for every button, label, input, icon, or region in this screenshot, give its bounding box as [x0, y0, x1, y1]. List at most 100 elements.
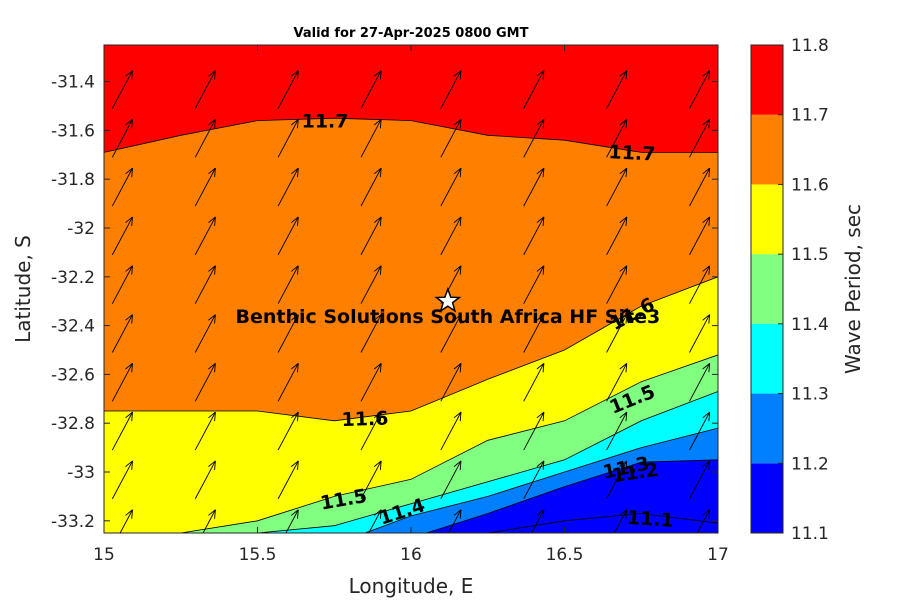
y-tick-label: -33.2	[51, 512, 95, 532]
vector-arrow	[440, 216, 462, 256]
contour-line-11.7	[104, 117, 718, 153]
vector-arrow	[111, 167, 133, 207]
vector-arrow	[689, 265, 711, 304]
vector-arrow	[277, 167, 299, 207]
vector-arrow	[606, 70, 628, 109]
vector-arrow	[696, 509, 711, 533]
x-tick-label: 17	[707, 545, 729, 565]
colorbar-swatch	[751, 184, 783, 255]
vector-arrow	[523, 411, 545, 451]
vector-arrow	[689, 362, 711, 402]
colorbar-tick-label: 11.2	[791, 454, 829, 474]
vector-arrow	[277, 314, 299, 353]
vector-arrow	[360, 411, 382, 451]
x-tick-label: 15.5	[239, 545, 277, 565]
vector-arrow	[194, 216, 216, 256]
vector-arrow	[360, 460, 382, 500]
vector-arrow	[689, 216, 711, 256]
vector-arrow	[689, 167, 711, 207]
colorbar-swatch	[751, 463, 783, 533]
colorbar-swatch	[751, 45, 783, 115]
vector-arrow	[523, 118, 545, 158]
vector-arrow	[523, 216, 545, 256]
vector-arrow	[202, 509, 216, 533]
vector-arrow	[194, 118, 216, 158]
y-axis-ticks: -31.4 -31.6 -31.8 -32 -32.2 -32.4 -32.6 -32.8 -3…	[51, 73, 718, 532]
vector-arrow	[606, 314, 628, 353]
vector-arrow	[194, 70, 216, 109]
vector-arrow	[360, 216, 382, 256]
vector-arrow	[360, 118, 382, 158]
colorbar-tick-label: 11.6	[791, 175, 829, 195]
colorbar-label: Wave Period, sec	[841, 204, 865, 374]
chart-title: Valid for 27-Apr-2025 0800 GMT	[294, 26, 529, 41]
x-tick-label: 15	[93, 545, 115, 565]
vector-arrow	[360, 314, 382, 353]
contour-label: 11.7	[608, 141, 656, 165]
vector-arrow	[606, 411, 628, 451]
vector-arrow	[523, 362, 545, 402]
vector-arrow	[360, 167, 382, 207]
vector-arrow	[689, 314, 711, 353]
y-tick-label: -32.8	[51, 414, 95, 434]
y-tick-label: -31.8	[51, 170, 95, 190]
contour-label: 11.7	[302, 111, 349, 133]
vector-arrow	[440, 362, 462, 402]
vector-arrow	[440, 314, 462, 353]
colorbar-tick-label: 11.8	[791, 36, 829, 56]
colorbar-swatch	[751, 254, 783, 324]
vector-arrow	[368, 509, 382, 533]
vector-arrow	[613, 509, 628, 533]
x-axis-ticks: 15 15.5 16 16.5 17	[93, 45, 729, 565]
vector-arrow	[440, 70, 462, 109]
vector-arrow	[523, 460, 545, 500]
colorbar-tick-label: 11.3	[791, 385, 829, 405]
contour-line-11.3	[364, 427, 718, 533]
y-tick-label: -32.4	[51, 317, 95, 337]
colorbar-swatch	[751, 393, 783, 464]
site-star-icon	[434, 287, 462, 313]
contour-label: 11.6	[341, 408, 389, 432]
y-tick-label: -31.6	[51, 121, 95, 141]
vector-arrow	[606, 118, 628, 158]
site-marker-layer: Benthic Solutions South Africa HF Site3	[235, 287, 660, 328]
vector-arrow	[277, 460, 299, 500]
y-tick-label: -31.4	[51, 73, 95, 93]
vector-arrow	[277, 411, 299, 451]
colorbar-tick-label: 11.7	[791, 106, 829, 126]
vector-arrow	[277, 362, 299, 402]
y-tick-label: -32.6	[51, 365, 95, 385]
vector-arrow	[689, 118, 711, 158]
vector-arrow	[689, 411, 711, 451]
contour-label: 11.1	[626, 507, 674, 532]
colorbar-tick-label: 11.4	[791, 315, 829, 335]
colorbar-tick-label: 11.5	[791, 245, 829, 265]
vector-arrow	[440, 460, 462, 500]
contour-line-layer	[104, 117, 718, 533]
colorbar-swatch	[751, 114, 783, 185]
contour-line-11.4	[180, 391, 718, 533]
vector-arrow-layer	[111, 70, 711, 533]
contour-line-11.6	[104, 276, 718, 422]
vector-arrow	[194, 460, 216, 500]
vector-arrow	[285, 509, 299, 533]
vector-arrow	[194, 265, 216, 304]
vector-arrow	[277, 265, 299, 304]
colorbar-frame	[750, 44, 784, 534]
vector-arrow	[440, 167, 462, 207]
vector-arrow	[111, 314, 133, 353]
vector-arrow	[111, 118, 133, 158]
vector-arrow	[531, 509, 545, 533]
vector-arrow	[606, 167, 628, 207]
vector-arrow	[523, 70, 545, 109]
vector-arrow	[111, 70, 133, 109]
y-tick-label: -32	[67, 219, 95, 239]
x-axis-label: Longitude, E	[349, 574, 474, 598]
vector-arrow	[360, 265, 382, 304]
site-label: Benthic Solutions South Africa HF Site3	[235, 306, 660, 328]
vector-arrow	[440, 118, 462, 158]
colorbar: 11.1 11.2 11.3 11.4 11.5 11.6 11.7 11.8	[750, 36, 829, 544]
vector-arrow	[119, 509, 133, 533]
y-axis-label: Latitude, S	[11, 235, 35, 343]
